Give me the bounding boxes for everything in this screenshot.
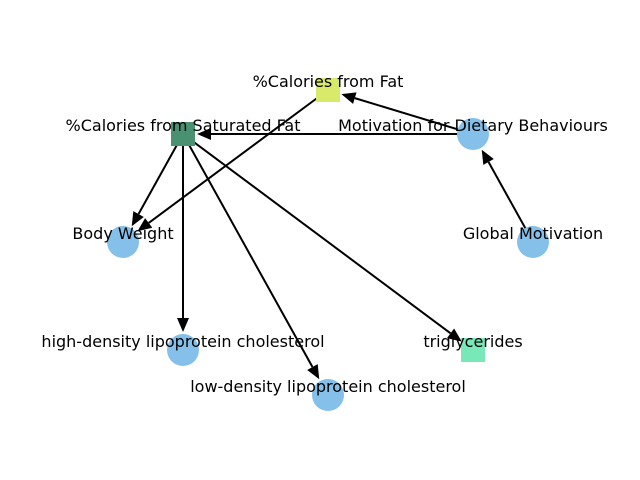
- edge-calories-sat-fat-to-triglycerides: [185, 135, 452, 335]
- arrowhead-calories-sat-fat-to-triglycerides: [446, 328, 462, 342]
- node-hdl-cholesterol: [167, 334, 199, 366]
- edge-calories-sat-fat-to-ldl-cholesterol: [184, 137, 314, 368]
- arrowhead-global-motivation-to-motivation-dietary: [481, 149, 494, 165]
- node-label-calories-sat-fat: %Calories from Saturated Fat: [66, 116, 301, 135]
- edge-calories-fat-to-body-weight: [148, 91, 326, 224]
- arrowhead-motivation-dietary-to-calories-sat-fat: [197, 128, 211, 140]
- node-ldl-cholesterol: [312, 379, 344, 411]
- node-label-triglycerides: triglycerides: [423, 332, 522, 351]
- node-label-body-weight: Body Weight: [72, 224, 173, 243]
- node-label-calories-fat: %Calories from Fat: [253, 72, 404, 91]
- arrowhead-calories-sat-fat-to-ldl-cholesterol: [307, 364, 320, 380]
- node-triglycerides: [461, 338, 485, 362]
- node-global-motivation: [517, 226, 549, 258]
- labels-layer: %Calories from Fat %Calories from Saturat…: [41, 72, 607, 396]
- edge-global-motivation-to-motivation-dietary: [487, 161, 532, 239]
- node-calories-fat: [316, 78, 340, 102]
- edge-motivation-dietary-to-calories-fat: [354, 97, 470, 134]
- node-motivation-dietary: [457, 118, 489, 150]
- node-label-ldl-cholesterol: low-density lipoprotein cholesterol: [190, 377, 466, 396]
- edges-layer: [131, 91, 532, 380]
- arrowhead-calories-sat-fat-to-body-weight: [131, 211, 144, 227]
- node-label-hdl-cholesterol: high-density lipoprotein cholesterol: [41, 332, 324, 351]
- node-body-weight: [107, 226, 139, 258]
- node-label-motivation-dietary: Motivation for Dietary Behaviours: [338, 116, 608, 135]
- arrowhead-motivation-dietary-to-calories-fat: [341, 92, 357, 104]
- edge-calories-sat-fat-to-body-weight: [137, 137, 182, 215]
- nodes-layer: [107, 78, 549, 411]
- arrowhead-calories-fat-to-body-weight: [137, 218, 153, 232]
- node-calories-sat-fat: [171, 122, 195, 146]
- arrowhead-calories-sat-fat-to-hdl-cholesterol: [177, 318, 189, 332]
- node-label-global-motivation: Global Motivation: [463, 224, 603, 243]
